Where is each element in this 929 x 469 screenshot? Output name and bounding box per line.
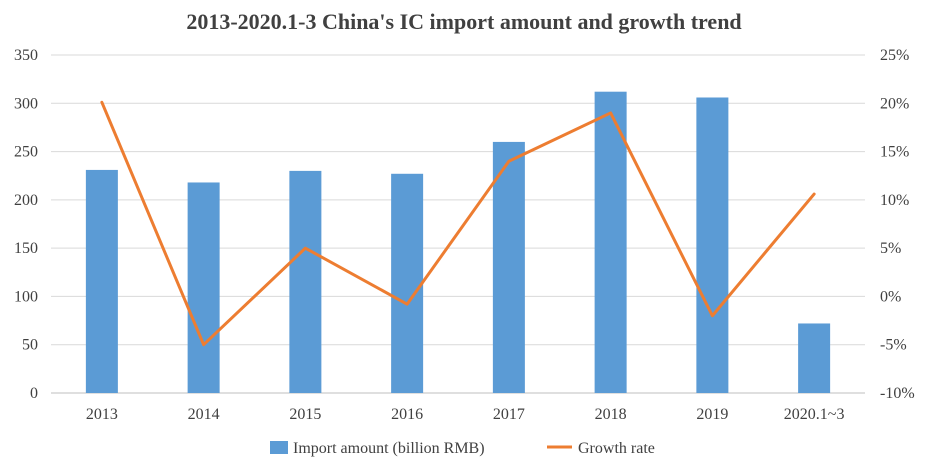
x-tick-label: 2018 bbox=[595, 406, 627, 423]
x-tick-label: 2020.1~3 bbox=[784, 406, 845, 423]
right-tick-label: 10% bbox=[880, 192, 909, 209]
x-tick-label: 2017 bbox=[493, 406, 525, 423]
right-tick-label: 15% bbox=[880, 144, 909, 161]
right-tick-label: -5% bbox=[880, 337, 907, 354]
bar bbox=[391, 173, 424, 393]
left-tick-label: 300 bbox=[14, 95, 38, 112]
right-tick-label: 0% bbox=[880, 288, 901, 305]
legend-bar-swatch bbox=[270, 441, 288, 454]
left-tick-label: 150 bbox=[14, 240, 38, 257]
left-tick-label: 200 bbox=[14, 192, 38, 209]
legend-bar-label: Import amount (billion RMB) bbox=[293, 440, 485, 457]
bar bbox=[798, 323, 831, 393]
bar bbox=[492, 141, 525, 393]
right-tick-label: 5% bbox=[880, 240, 901, 257]
x-tick-label: 2015 bbox=[289, 406, 321, 423]
line-series bbox=[100, 100, 816, 347]
bar-series bbox=[85, 91, 831, 394]
left-tick-label: 250 bbox=[14, 144, 38, 161]
x-tick-label: 2014 bbox=[188, 406, 220, 423]
bar bbox=[187, 182, 220, 393]
left-tick-label: 350 bbox=[14, 47, 38, 64]
left-axis-ticks: 0 50 100 150 200 250 300 350 bbox=[14, 47, 38, 402]
left-tick-label: 50 bbox=[22, 337, 38, 354]
legend: Import amount (billion RMB) Growth rate bbox=[270, 440, 655, 457]
bar bbox=[594, 91, 627, 393]
left-tick-label: 100 bbox=[14, 288, 38, 305]
bar bbox=[696, 97, 729, 394]
x-axis-ticks: 2013 2014 2015 2016 2017 2018 2019 2020.1~3 bbox=[86, 406, 845, 423]
x-tick-label: 2016 bbox=[391, 406, 423, 423]
x-tick-label: 2013 bbox=[86, 406, 118, 423]
right-tick-label: 25% bbox=[880, 47, 909, 64]
left-tick-label: 0 bbox=[30, 385, 38, 402]
gridlines bbox=[51, 54, 865, 394]
legend-line-label: Growth rate bbox=[578, 440, 655, 457]
x-tick-label: 2019 bbox=[696, 406, 728, 423]
growth-rate-line bbox=[100, 100, 816, 347]
right-tick-label: 20% bbox=[880, 95, 909, 112]
bar bbox=[85, 169, 118, 393]
chart-title: 2013-2020.1-3 China's IC import amount a… bbox=[186, 9, 741, 34]
right-axis-ticks: -10% -5% 0% 5% 10% 15% 20% 25% bbox=[880, 47, 915, 402]
right-tick-label: -10% bbox=[880, 385, 915, 402]
bar bbox=[289, 170, 322, 393]
